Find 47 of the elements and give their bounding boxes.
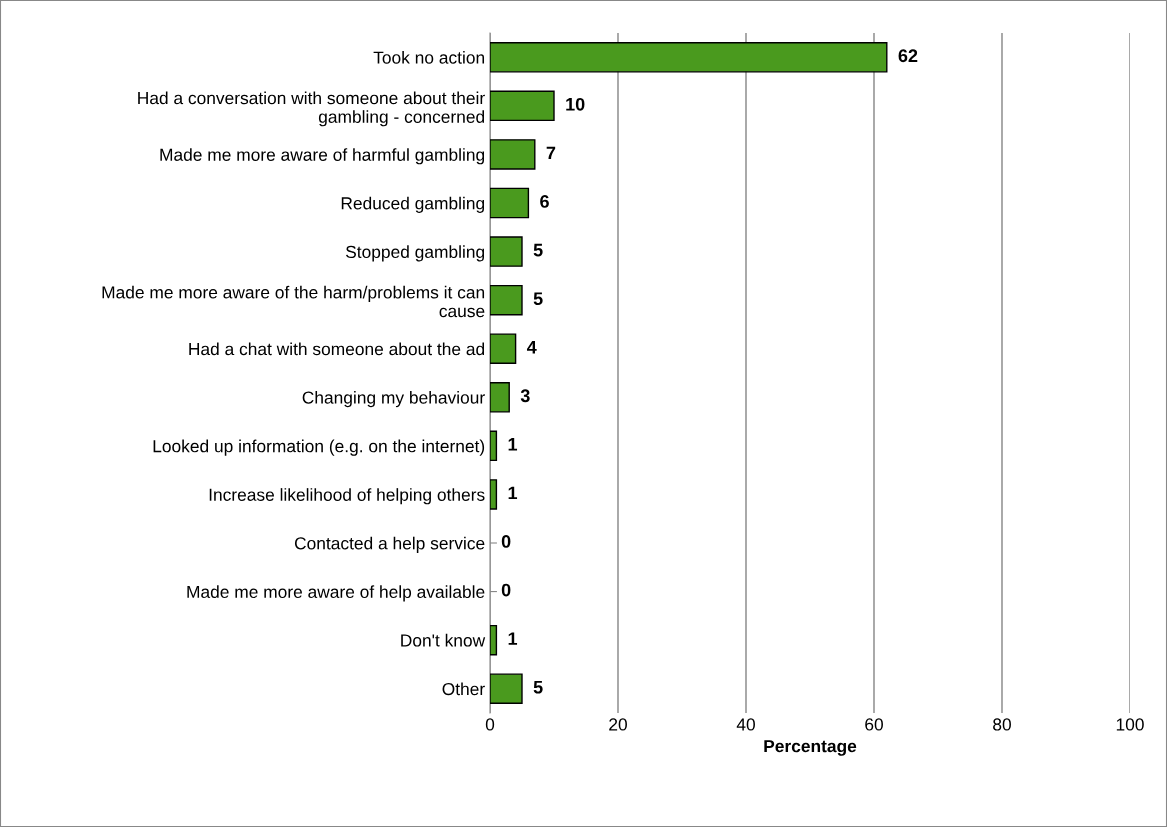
bar bbox=[490, 236, 523, 267]
y-tick-label: Looked up information (e.g. on the internet) bbox=[153, 439, 485, 456]
bar bbox=[490, 42, 888, 73]
data-label: 7 bbox=[546, 146, 556, 160]
x-tick-label: 60 bbox=[865, 718, 883, 731]
bar bbox=[490, 382, 510, 413]
y-tick-label: Reduced gambling bbox=[341, 196, 485, 213]
y-tick-label: Had a conversation with someone about their gambling - concerned bbox=[138, 91, 485, 127]
bar bbox=[490, 187, 530, 219]
data-label: 6 bbox=[540, 195, 549, 208]
y-tick-label: Other bbox=[442, 682, 485, 696]
x-tick-label: 80 bbox=[993, 718, 1011, 731]
x-tick-label: 100 bbox=[1116, 718, 1144, 731]
data-label: 5 bbox=[533, 292, 543, 305]
bar bbox=[490, 333, 517, 364]
bar bbox=[490, 139, 536, 170]
data-label: 3 bbox=[520, 389, 530, 403]
data-label: 1 bbox=[508, 632, 518, 645]
y-tick-label: Had a chat with someone about the ad bbox=[189, 342, 485, 356]
bar bbox=[490, 673, 523, 704]
data-label: 0 bbox=[501, 583, 511, 597]
y-tick-label: Made me more aware of help available bbox=[187, 585, 485, 602]
y-tick-label: Contacted a help service bbox=[294, 536, 485, 553]
y-tick-label: Changing my behaviour bbox=[302, 391, 485, 408]
bar bbox=[490, 90, 555, 122]
y-tick-label: Increase likelihood of helping others bbox=[209, 488, 485, 505]
bar bbox=[490, 284, 523, 316]
y-tick-label: Made me more aware of harmful gambling bbox=[160, 148, 485, 165]
data-label: 1 bbox=[508, 486, 518, 500]
data-label: 10 bbox=[566, 97, 585, 111]
y-tick-label: Don't know bbox=[401, 633, 486, 647]
data-label: 5 bbox=[533, 680, 543, 694]
x-tick-label: 0 bbox=[485, 718, 495, 731]
x-axis-title: Percentage bbox=[764, 740, 857, 756]
y-tick-label: Stopped gambling bbox=[345, 245, 485, 262]
x-tick-label: 20 bbox=[609, 718, 627, 731]
y-tick-label: Made me more aware of the harm/problems it can cause bbox=[102, 285, 485, 318]
data-label: 4 bbox=[526, 340, 537, 354]
data-label: 1 bbox=[508, 438, 518, 451]
bar bbox=[490, 430, 498, 462]
data-label: 0 bbox=[501, 535, 511, 548]
data-label: 62 bbox=[898, 49, 918, 63]
x-tick-label: 40 bbox=[736, 718, 755, 731]
data-label: 5 bbox=[533, 243, 543, 257]
bar bbox=[490, 624, 498, 656]
y-tick-label: Took no action bbox=[373, 51, 485, 64]
bar bbox=[490, 479, 498, 510]
